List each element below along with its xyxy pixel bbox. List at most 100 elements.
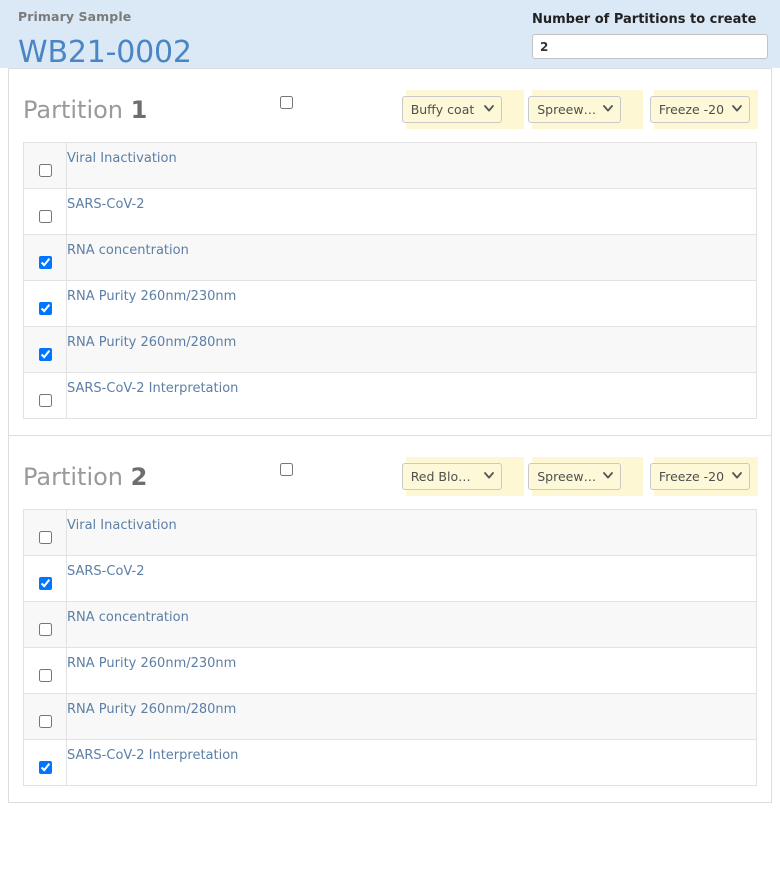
partition-analyses-table: Viral Inactivation SARS-CoV-2 RNA concentr…	[23, 509, 757, 786]
analysis-name: SARS-CoV-2	[67, 564, 145, 579]
analysis-name-cell[interactable]: Viral Inactivation	[66, 142, 757, 189]
analysis-row: SARS-CoV-2	[23, 188, 757, 235]
internal-use-header	[280, 446, 402, 463]
analysis-checkbox-cell	[23, 234, 67, 281]
analysis-row: RNA Purity 260nm/230nm	[23, 280, 757, 327]
sample-type-field: Buffy coat	[401, 79, 529, 129]
preservation-select-wrap: Freeze -20	[649, 457, 758, 496]
analysis-name-cell[interactable]: RNA Purity 260nm/280nm	[66, 326, 757, 373]
internal-use-checkbox[interactable]	[280, 96, 293, 109]
container-field: Spreewald	[528, 446, 650, 496]
analysis-name: RNA concentration	[67, 610, 189, 625]
analysis-checkbox[interactable]	[38, 348, 52, 361]
analysis-row: RNA Purity 260nm/230nm	[23, 647, 757, 694]
partition-number: 1	[130, 96, 148, 124]
analysis-checkbox-cell	[23, 188, 67, 235]
partitions-count-label: Number of Partitions to create	[532, 12, 757, 27]
internal-use-field	[280, 79, 402, 111]
sample-type-field: Red Blood C	[401, 446, 529, 496]
analysis-name: SARS-CoV-2 Interpretation	[67, 748, 239, 763]
sample-identity-block: Primary Sample WB21-0002	[18, 8, 192, 71]
analysis-checkbox[interactable]	[38, 394, 52, 407]
analysis-row: SARS-CoV-2	[23, 555, 757, 602]
analysis-checkbox[interactable]	[38, 256, 52, 269]
analysis-row: RNA concentration	[23, 601, 757, 648]
analysis-checkbox[interactable]	[38, 577, 52, 590]
partition-analyses-table: Viral Inactivation SARS-CoV-2 RNA concentr…	[23, 142, 757, 419]
sample-id: WB21-0002	[18, 34, 192, 70]
analysis-name: RNA Purity 260nm/280nm	[67, 335, 237, 350]
primary-sample-header: Primary Sample WB21-0002 Number of Parti…	[0, 0, 780, 71]
analysis-name-cell[interactable]: RNA Purity 260nm/230nm	[66, 280, 757, 327]
sample-type-select[interactable]: Red Blood C	[401, 463, 502, 490]
analysis-name: RNA Purity 260nm/280nm	[67, 702, 237, 717]
analysis-name-cell[interactable]: RNA Purity 260nm/280nm	[66, 693, 757, 740]
analysis-name-cell[interactable]: SARS-CoV-2	[66, 555, 757, 602]
analysis-checkbox[interactable]	[38, 761, 52, 774]
analysis-row: SARS-CoV-2 Interpretation	[23, 739, 757, 786]
container-select-wrap: Spreewald	[528, 457, 644, 496]
partitions-container: Partition 1 Buffy coat Spreew	[0, 68, 780, 803]
analysis-name-cell[interactable]: SARS-CoV-2	[66, 188, 757, 235]
analysis-row: RNA Purity 260nm/280nm	[23, 326, 757, 373]
analysis-name-cell[interactable]: RNA concentration	[66, 601, 757, 648]
internal-use-field	[280, 446, 402, 478]
analysis-checkbox-cell	[23, 693, 67, 740]
partition-analyses-body: Viral Inactivation SARS-CoV-2 RNA concentr…	[23, 509, 757, 786]
analysis-name: SARS-CoV-2 Interpretation	[67, 381, 239, 396]
partition-title: Partition 1	[23, 79, 280, 124]
preservation-select[interactable]: Freeze -20	[649, 463, 750, 490]
preservation-select[interactable]: Freeze -20	[649, 96, 750, 123]
analysis-name-cell[interactable]: SARS-CoV-2 Interpretation	[66, 372, 757, 419]
analysis-name: RNA concentration	[67, 243, 189, 258]
analysis-name: RNA Purity 260nm/230nm	[67, 656, 237, 671]
analysis-row: RNA concentration	[23, 234, 757, 281]
internal-use-checkbox[interactable]	[280, 463, 293, 476]
analysis-checkbox[interactable]	[38, 669, 52, 682]
preservation-select-wrap: Freeze -20	[649, 90, 758, 129]
internal-use-header	[280, 79, 402, 96]
partitions-count-block: Number of Partitions to create	[532, 8, 768, 59]
partition-panel-2: Partition 2 Red Blood C Spree	[8, 436, 772, 803]
analysis-name: RNA Purity 260nm/230nm	[67, 289, 237, 304]
partition-fields-row: Partition 1 Buffy coat Spreew	[23, 69, 758, 129]
analysis-checkbox[interactable]	[38, 210, 52, 223]
partition-panel-1: Partition 1 Buffy coat Spreew	[8, 68, 772, 436]
primary-sample-label: Primary Sample	[18, 9, 132, 24]
sample-type-select[interactable]: Buffy coat	[401, 96, 502, 123]
analysis-checkbox-cell	[23, 142, 67, 189]
analysis-checkbox[interactable]	[38, 531, 52, 544]
analysis-checkbox-cell	[23, 601, 67, 648]
analysis-name-cell[interactable]: Viral Inactivation	[66, 509, 757, 556]
analysis-checkbox[interactable]	[38, 715, 52, 728]
partition-number: 2	[130, 463, 148, 491]
container-select[interactable]: Spreewald	[528, 96, 622, 123]
container-select[interactable]: Spreewald	[528, 463, 622, 490]
partition-title: Partition 2	[23, 446, 280, 491]
partition-title-word: Partition	[23, 96, 124, 124]
partition-title-word: Partition	[23, 463, 124, 491]
analysis-row: RNA Purity 260nm/280nm	[23, 693, 757, 740]
container-field: Spreewald	[528, 79, 650, 129]
analysis-name-cell[interactable]: SARS-CoV-2 Interpretation	[66, 739, 757, 786]
analysis-checkbox-cell	[23, 647, 67, 694]
analysis-checkbox[interactable]	[38, 623, 52, 636]
preservation-field: Freeze -20	[649, 79, 758, 129]
analysis-checkbox-cell	[23, 372, 67, 419]
container-select-wrap: Spreewald	[528, 90, 644, 129]
partition-fields-row: Partition 2 Red Blood C Spree	[23, 436, 758, 496]
analysis-checkbox[interactable]	[38, 302, 52, 315]
analysis-row: Viral Inactivation	[23, 142, 757, 189]
analysis-name-cell[interactable]: RNA Purity 260nm/230nm	[66, 647, 757, 694]
preservation-field: Freeze -20	[649, 446, 758, 496]
analysis-checkbox-cell	[23, 280, 67, 327]
analysis-checkbox[interactable]	[38, 164, 52, 177]
analysis-row: SARS-CoV-2 Interpretation	[23, 372, 757, 419]
analysis-row: Viral Inactivation	[23, 509, 757, 556]
analysis-name: Viral Inactivation	[67, 151, 177, 166]
analysis-checkbox-cell	[23, 739, 67, 786]
partition-analyses-body: Viral Inactivation SARS-CoV-2 RNA concentr…	[23, 142, 757, 419]
partitions-count-input[interactable]	[532, 34, 768, 59]
analysis-name: SARS-CoV-2	[67, 197, 145, 212]
analysis-name-cell[interactable]: RNA concentration	[66, 234, 757, 281]
